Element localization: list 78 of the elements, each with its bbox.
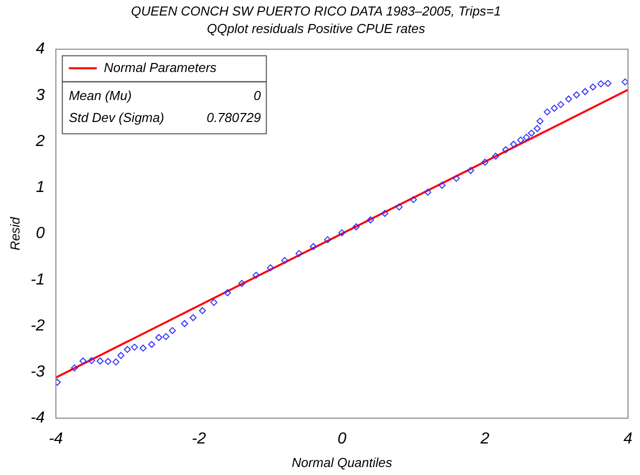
point	[557, 101, 564, 108]
point	[550, 104, 558, 112]
point	[534, 125, 541, 132]
point	[238, 280, 246, 288]
y-tick-label: -4	[30, 410, 45, 427]
point	[544, 108, 551, 116]
point	[492, 152, 500, 160]
point	[88, 357, 96, 364]
point	[510, 140, 518, 148]
point	[582, 88, 589, 96]
point	[252, 272, 260, 279]
point	[266, 264, 274, 272]
x-tick-label: 0	[337, 430, 346, 448]
point	[502, 146, 510, 154]
point	[604, 80, 612, 87]
point	[622, 78, 628, 86]
point	[198, 307, 206, 314]
y-tick-label: -2	[30, 317, 45, 334]
annotation: Std Dev (Sigma)	[68, 110, 164, 125]
point	[104, 358, 112, 365]
point	[310, 243, 317, 250]
point	[438, 182, 446, 189]
chart-subtitle: QQplot residuals Positive CPUE rates	[206, 21, 426, 36]
point	[296, 250, 302, 258]
point	[324, 236, 332, 244]
y-tick-label: 4	[36, 40, 45, 58]
point	[281, 256, 288, 264]
point	[517, 136, 524, 144]
point	[565, 96, 572, 103]
point	[70, 364, 78, 372]
point	[352, 223, 360, 230]
point	[573, 91, 580, 98]
point	[452, 174, 460, 182]
point	[410, 196, 417, 204]
point	[181, 320, 188, 328]
point	[162, 333, 170, 340]
chart-title: QUEEN CONCH SW PUERTO RICO DATA 1983–2005, Trips=1	[130, 3, 502, 18]
point	[148, 340, 156, 348]
point	[367, 216, 374, 224]
point	[381, 210, 388, 217]
point	[210, 298, 218, 306]
y-tick-label: -1	[30, 271, 45, 288]
point	[80, 358, 87, 365]
annotation: 0.780729	[206, 110, 261, 125]
y-tick-label: 3	[36, 86, 45, 104]
y-tick-label: 1	[36, 179, 45, 196]
point	[396, 203, 403, 210]
point	[124, 346, 131, 353]
point	[131, 344, 138, 351]
point	[338, 229, 346, 236]
y-axis-title: Resid	[7, 216, 22, 250]
point	[597, 80, 604, 88]
point	[140, 344, 147, 352]
point	[467, 167, 474, 174]
point	[536, 118, 544, 125]
x-axis-title: Normal Quantiles	[292, 454, 393, 470]
point	[424, 188, 432, 196]
point	[589, 84, 596, 91]
point	[112, 358, 120, 366]
point	[168, 327, 176, 334]
point	[481, 158, 488, 166]
x-tick-label: 4	[624, 430, 633, 448]
point	[528, 130, 535, 137]
point	[224, 289, 231, 296]
x-tick-label: -2	[192, 430, 206, 448]
point	[96, 358, 104, 365]
y-tick-label: 2	[34, 132, 45, 150]
annotation: 0	[254, 88, 262, 103]
y-tick-label: 0	[36, 225, 45, 242]
point	[190, 314, 197, 322]
annotation: Mean (Mu)	[68, 88, 132, 103]
point	[155, 334, 162, 341]
legend-label: Normal Parameters	[104, 60, 218, 75]
x-tick-label: -4	[48, 430, 64, 448]
point	[117, 352, 124, 359]
y-tick-label: -3	[30, 364, 45, 381]
point	[522, 134, 530, 141]
x-tick-label: 2	[480, 430, 490, 448]
